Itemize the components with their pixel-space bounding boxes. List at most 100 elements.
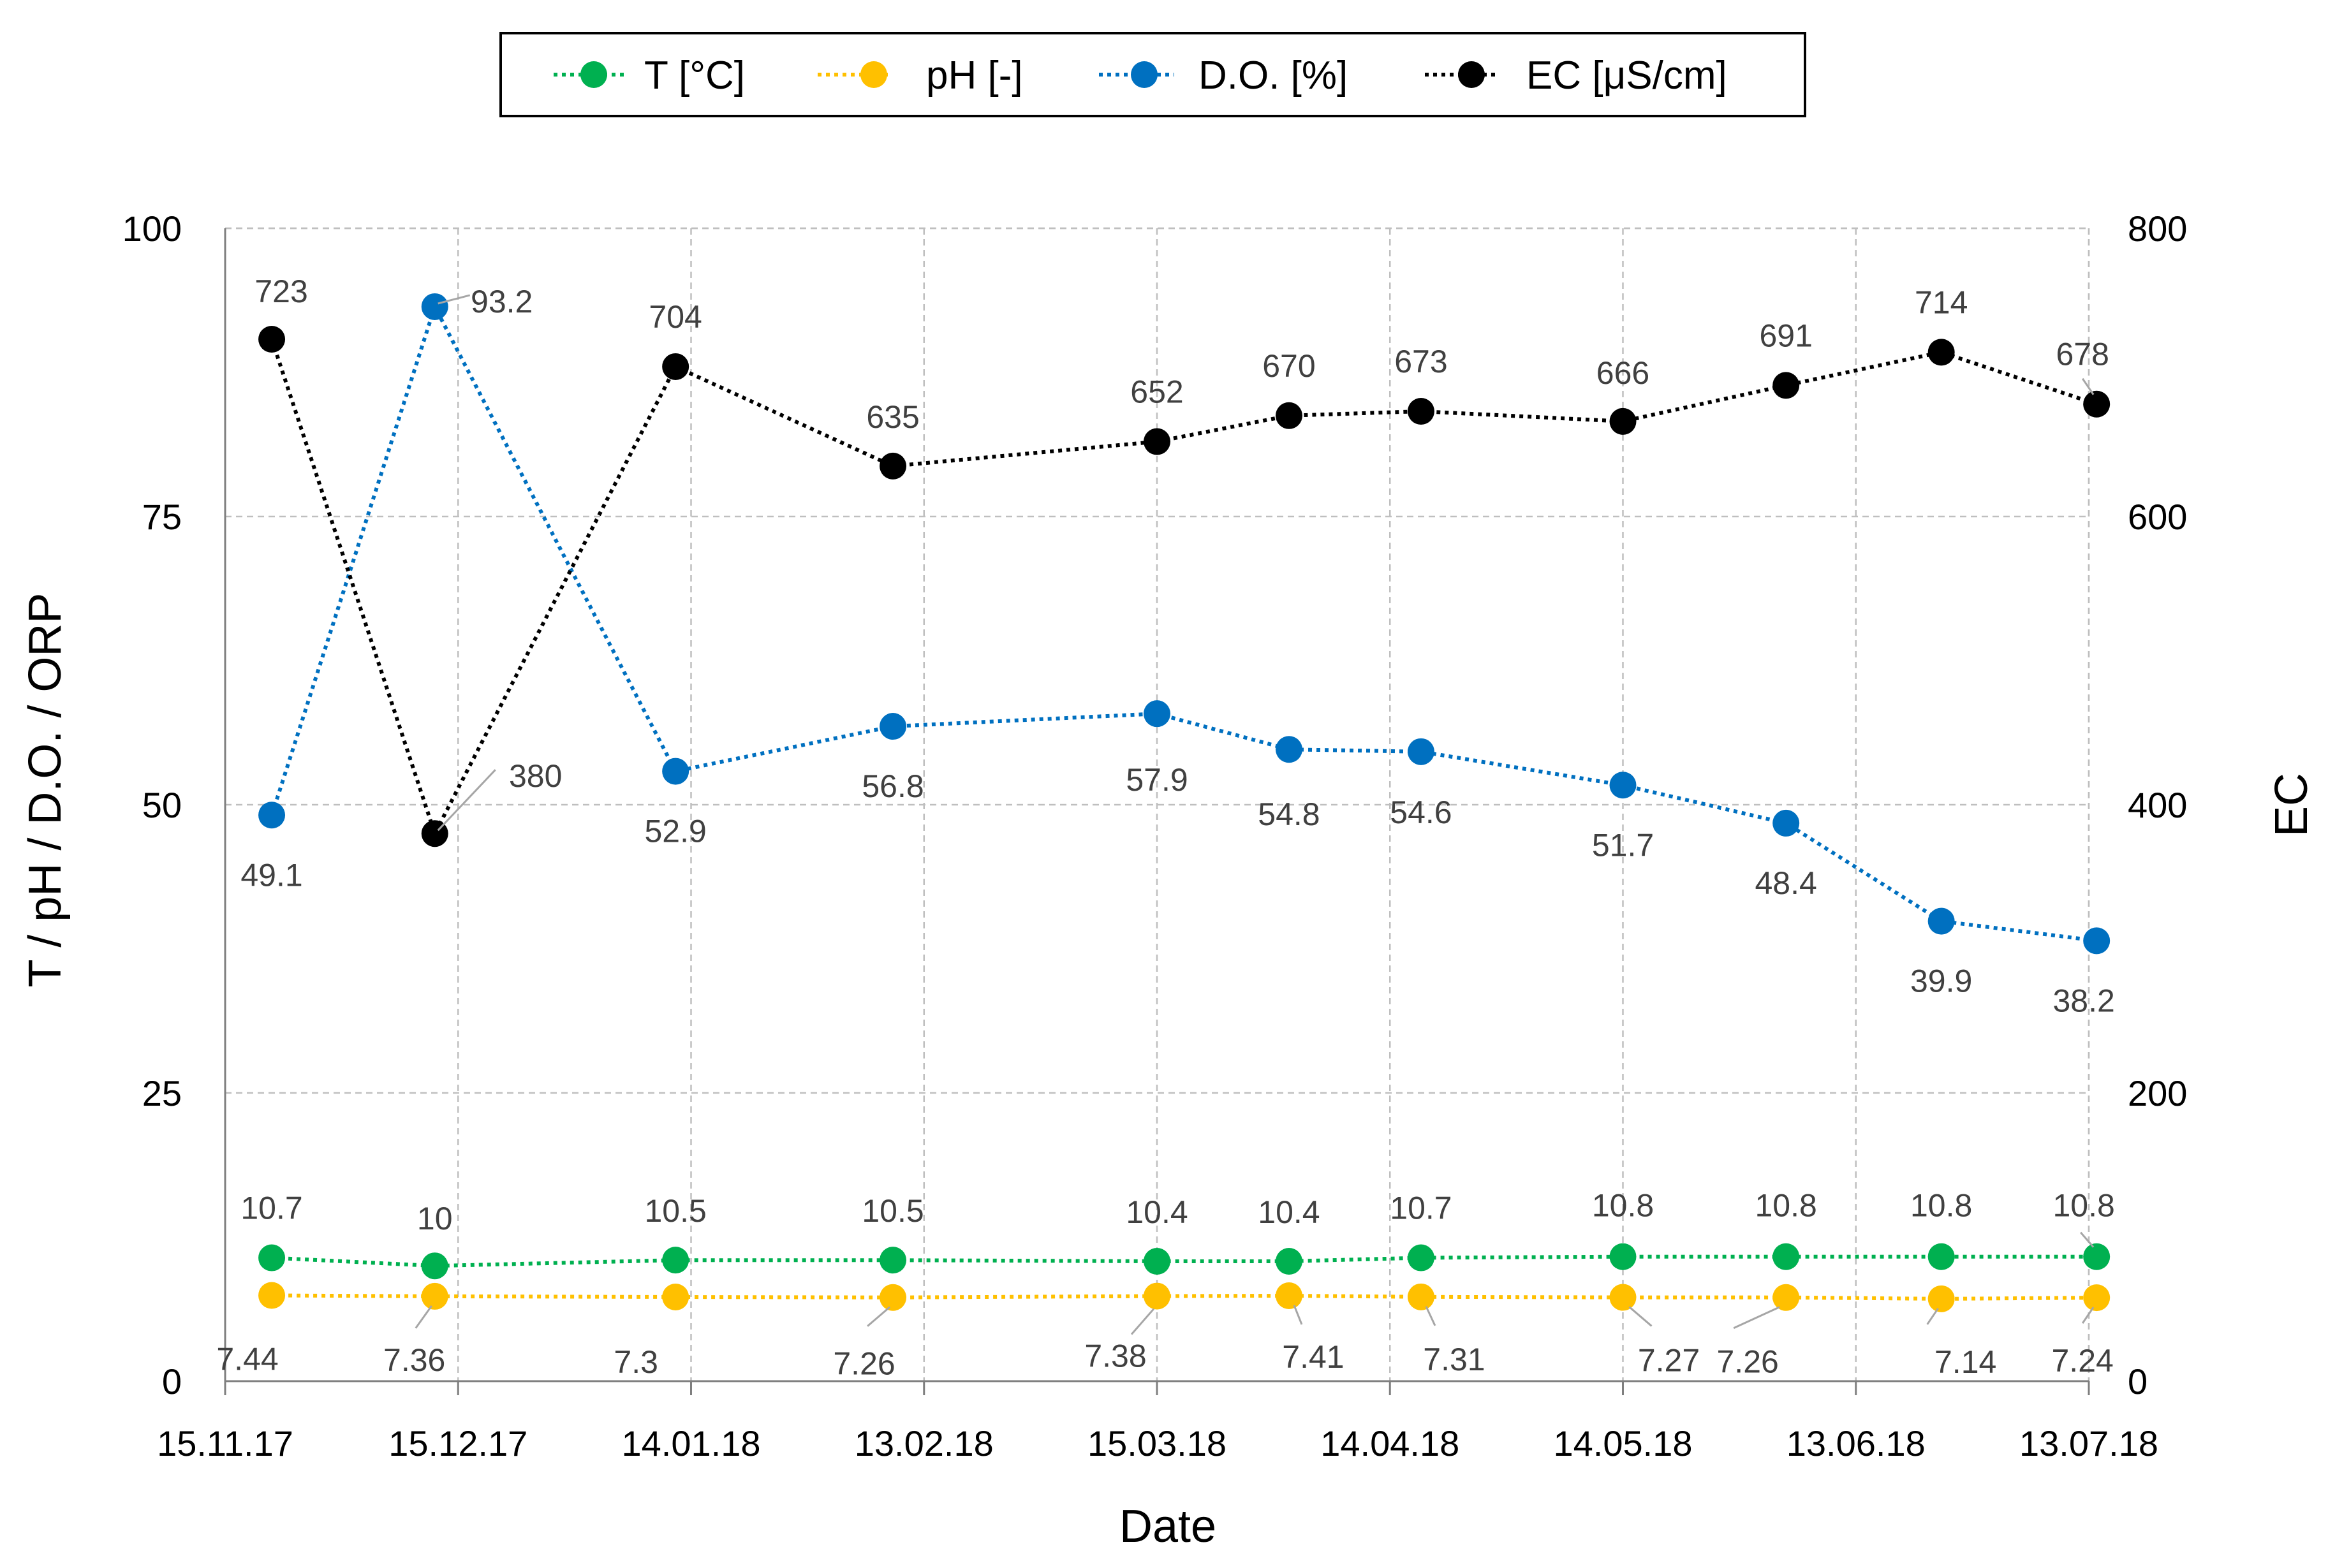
data-point-t — [421, 1252, 448, 1280]
label-leader-line — [2081, 377, 2095, 395]
x-tick-label: 13.07.18 — [2019, 1423, 2158, 1463]
data-label-ph: 7.38 — [1084, 1338, 1146, 1374]
tick-labels: 0 25 50 75 100 0 200 400 600 800 15.11.17 15.12.17 1… — [122, 209, 2188, 1463]
label-leader-line — [1293, 1305, 1303, 1325]
y-tick-label: 75 — [142, 497, 182, 537]
x-tick-label: 15.11.17 — [157, 1423, 293, 1463]
axes — [224, 228, 2090, 1395]
label-leader-line — [1926, 1308, 1939, 1325]
data-point-ph — [1927, 1285, 1955, 1312]
data-label-t: 10.5 — [644, 1193, 706, 1229]
data-point-ph — [880, 1284, 907, 1311]
data-label-do: 57.9 — [1126, 762, 1188, 798]
data-point-do — [1275, 736, 1302, 763]
data-point-t — [1407, 1244, 1434, 1271]
label-leader-line — [1733, 1306, 1780, 1330]
data-point-ph — [2083, 1284, 2111, 1312]
label-leader-line — [2080, 1231, 2095, 1248]
data-point-ec — [1407, 398, 1434, 425]
x-tick-label: 14.05.18 — [1554, 1423, 1693, 1463]
data-label-ec: 670 — [1262, 348, 1315, 384]
data-point-ph — [662, 1284, 689, 1311]
y2-tick-label: 200 — [2128, 1073, 2187, 1113]
data-point-t — [880, 1247, 907, 1274]
legend-label-do: D.O. [%] — [1198, 54, 1348, 98]
data-label-do: 54.8 — [1258, 796, 1320, 832]
data-point-ec — [1772, 372, 1800, 399]
data-point-ph — [1144, 1282, 1170, 1310]
data-label-t: 10.4 — [1258, 1194, 1320, 1230]
legend-marker-ec — [1458, 61, 1485, 88]
data-point-t — [662, 1247, 689, 1274]
data-point-ec — [1144, 428, 1170, 455]
data-label-do: 38.2 — [2053, 983, 2115, 1018]
data-label-ec: 635 — [866, 399, 919, 435]
data-label-ph: 7.24 — [2052, 1343, 2114, 1379]
series-line-ph — [272, 1293, 2097, 1301]
data-label-ec: 380 — [509, 758, 562, 794]
y2-tick-label: 0 — [2128, 1361, 2148, 1402]
label-leader-line — [1425, 1306, 1436, 1326]
data-label-ph: 7.31 — [1423, 1342, 1485, 1377]
x-tick-label: 14.04.18 — [1320, 1423, 1459, 1463]
data-point-ec — [662, 353, 689, 380]
data-label-t: 10.7 — [1390, 1191, 1452, 1226]
gridlines — [225, 227, 2090, 1381]
legend-label-ec: EC [μS/cm] — [1526, 54, 1727, 98]
data-label-t: 10.5 — [862, 1193, 924, 1229]
data-label-do: 49.1 — [240, 857, 302, 893]
series-ph — [258, 1282, 2111, 1312]
data-point-ph — [1772, 1284, 1800, 1311]
data-point-do — [258, 802, 286, 829]
legend-marker-t — [580, 61, 607, 88]
data-point-ec — [1275, 402, 1302, 429]
y-tick-label: 25 — [142, 1073, 182, 1113]
data-point-do — [2083, 927, 2111, 955]
data-point-t — [1275, 1247, 1302, 1275]
data-label-ph: 7.26 — [833, 1346, 895, 1382]
data-point-ph — [421, 1282, 448, 1310]
y-axis-title: T / pH / D.O. / ORP — [20, 593, 71, 988]
label-leader-line — [2081, 1307, 2095, 1324]
data-point-ec — [2083, 390, 2111, 418]
legend-item-ec: EC [μS/cm] — [1425, 54, 1727, 98]
data-label-t: 10.8 — [1910, 1188, 1972, 1224]
data-label-ph: 7.41 — [1282, 1339, 1344, 1375]
legend-label-t: T [°C] — [644, 54, 745, 98]
data-label-t: 10.8 — [1592, 1188, 1654, 1224]
legend: T [°C] pH [-] D.O. [%] EC [μS/cm] — [499, 32, 1806, 117]
label-leader-line — [867, 1306, 891, 1327]
data-point-t — [1609, 1243, 1637, 1270]
data-labels: 10.7 10 10.5 10.5 10.4 10.4 10.7 10.8 10.8 10.8 10… — [216, 274, 2114, 1382]
series-t — [258, 1243, 2111, 1280]
y-tick-label: 50 — [142, 785, 182, 825]
label-leader-line — [438, 294, 471, 305]
data-label-t: 10.4 — [1126, 1194, 1188, 1230]
data-point-ph — [1609, 1284, 1637, 1311]
series-do — [258, 293, 2111, 955]
y2-axis-title: EC — [2266, 773, 2317, 837]
legend-item-t: T [°C] — [554, 54, 745, 98]
data-point-do — [880, 713, 907, 740]
data-label-do: 93.2 — [471, 284, 533, 319]
data-label-do: 54.6 — [1390, 795, 1452, 830]
x-tick-label: 13.06.18 — [1787, 1423, 1926, 1463]
label-leader-line — [437, 769, 496, 832]
data-label-ec: 666 — [1596, 355, 1649, 391]
data-point-ph — [1407, 1283, 1434, 1310]
data-label-ec: 704 — [649, 299, 702, 335]
data-point-t — [1772, 1243, 1800, 1270]
data-point-t — [1144, 1247, 1170, 1275]
data-label-t: 10.8 — [1755, 1188, 1817, 1224]
data-label-ec: 691 — [1759, 318, 1812, 353]
data-point-do — [1772, 809, 1800, 837]
data-label-ec: 723 — [254, 274, 307, 309]
data-point-ph — [258, 1282, 286, 1309]
data-point-do — [1609, 772, 1637, 799]
data-label-do: 52.9 — [644, 814, 706, 849]
data-label-ph: 7.36 — [383, 1342, 445, 1378]
data-label-do: 51.7 — [1592, 827, 1654, 863]
y2-tick-label: 600 — [2128, 497, 2187, 537]
data-point-do — [421, 293, 448, 320]
